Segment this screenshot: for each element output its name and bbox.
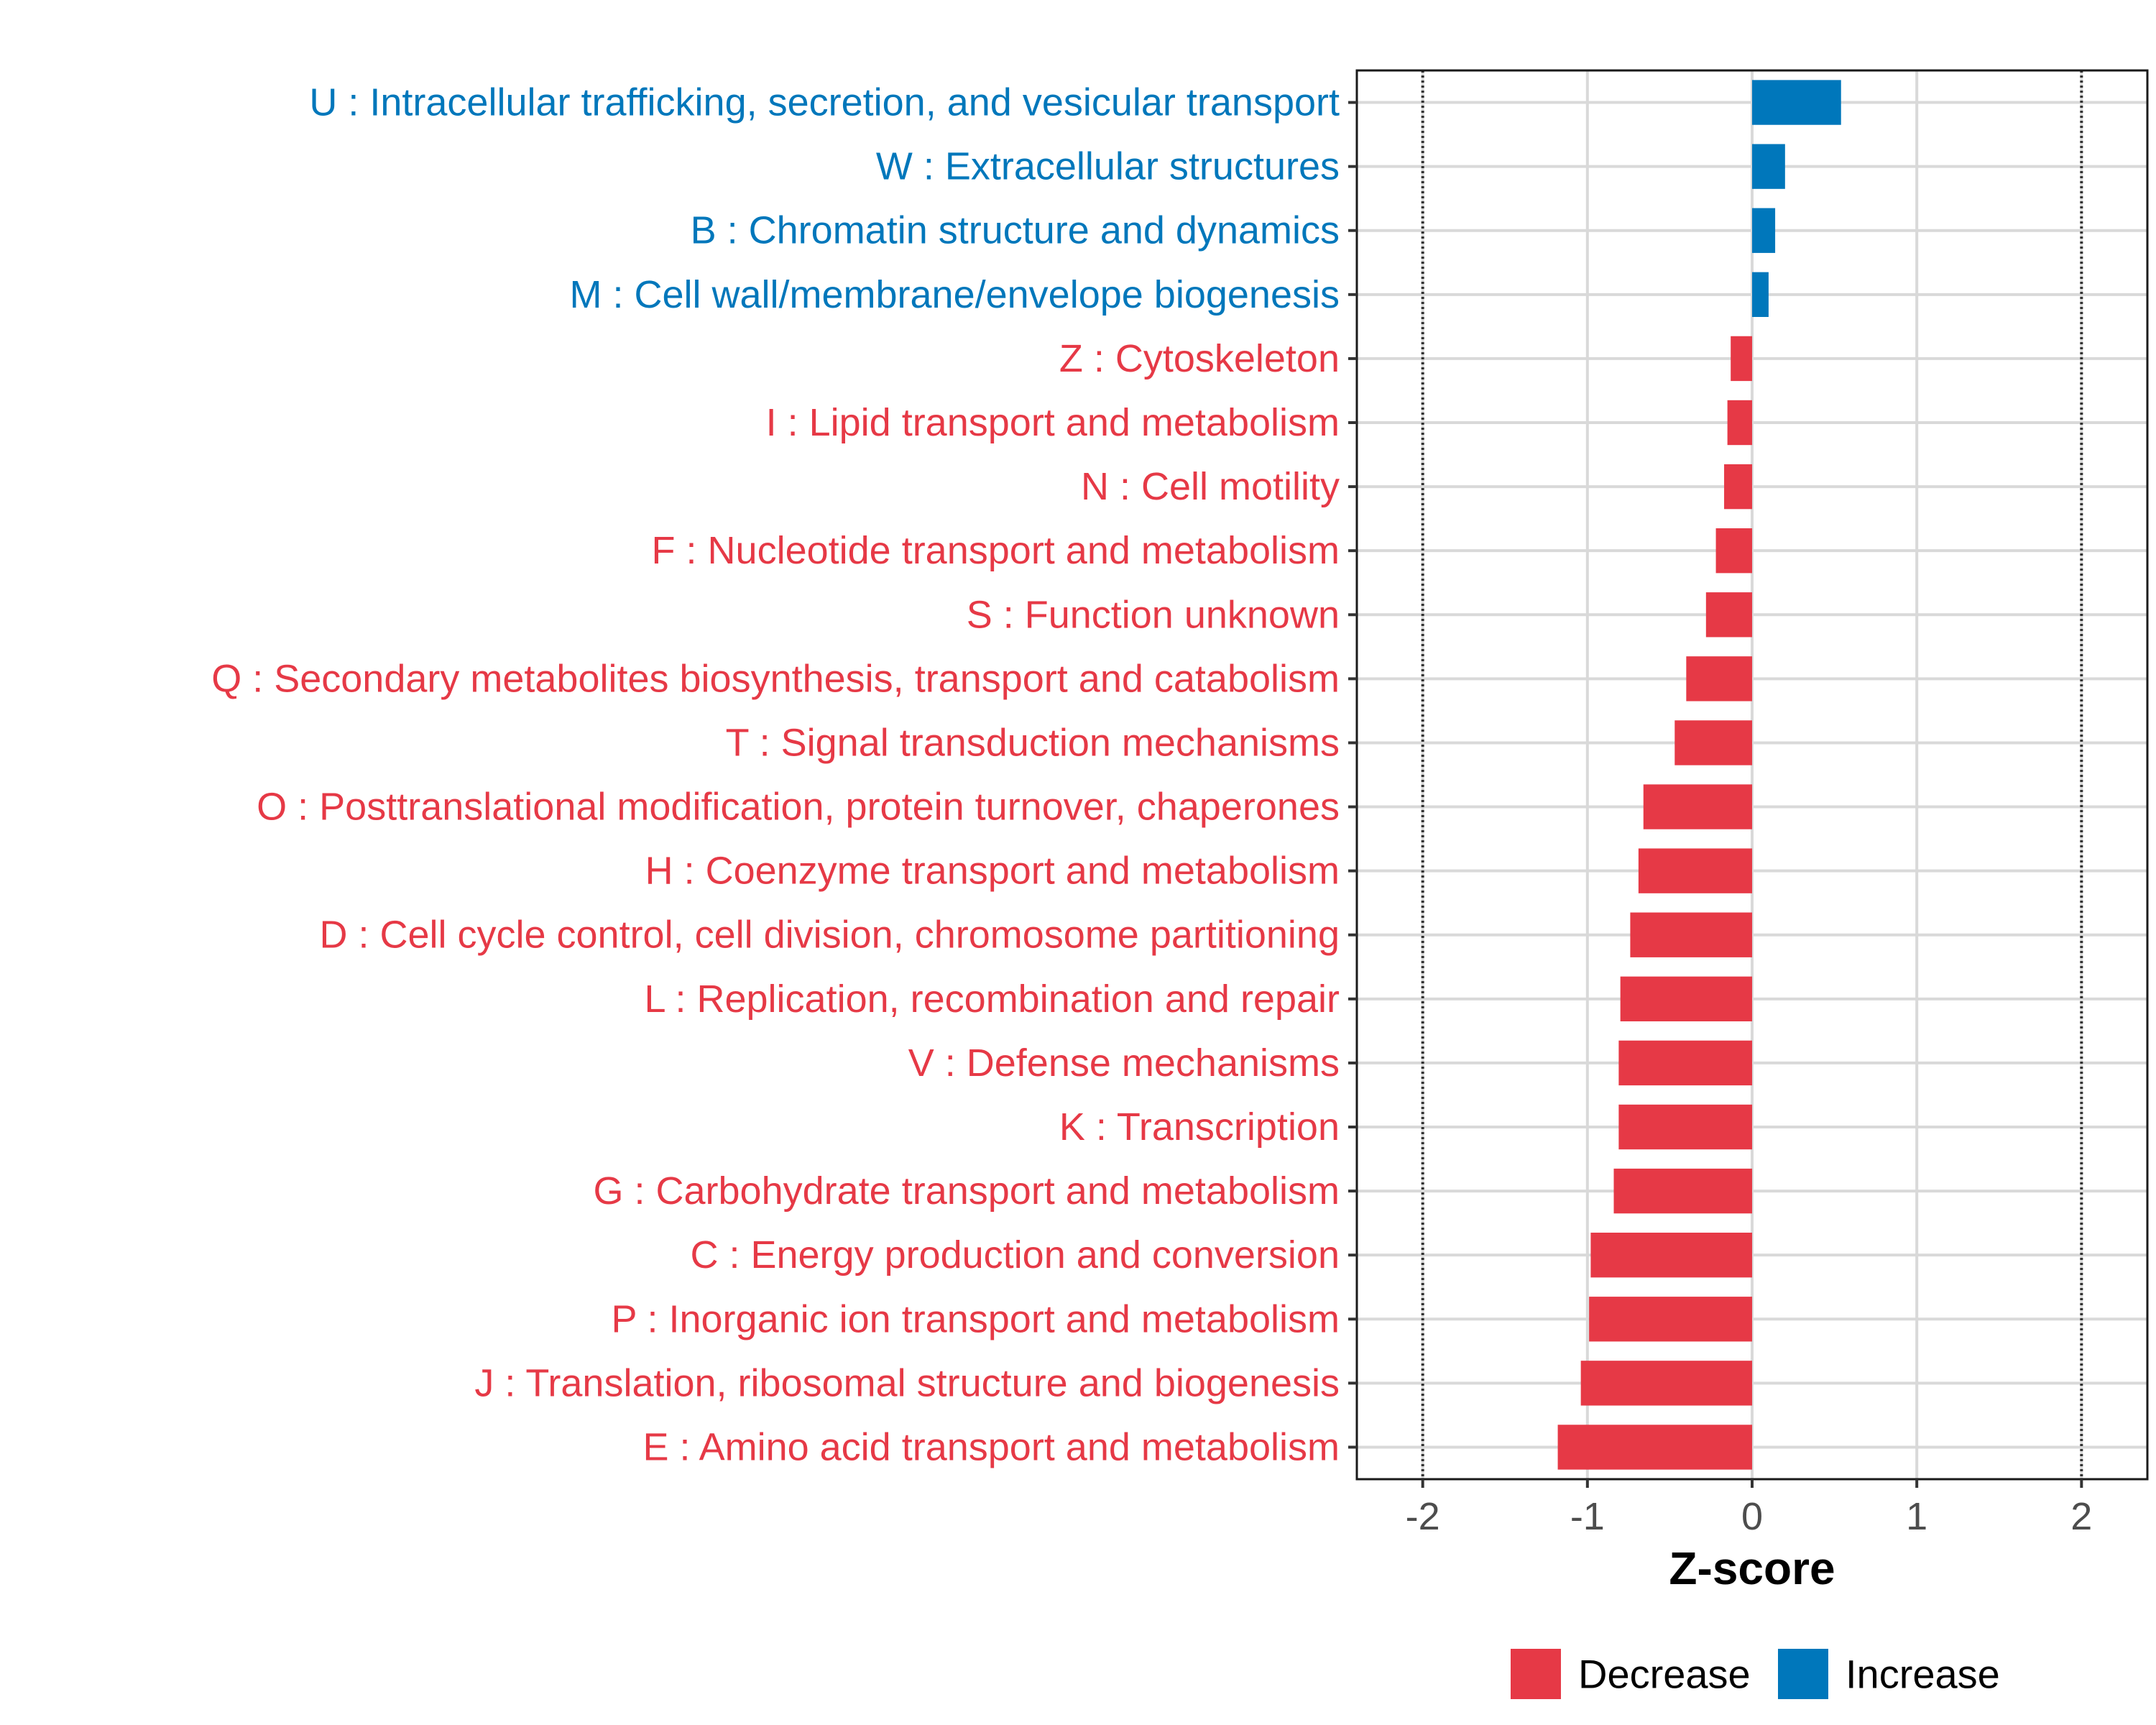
x-axis-ticks: -2 -1 0 1 2	[1406, 1479, 2092, 1538]
bar-decrease	[1613, 1168, 1752, 1214]
bar-decrease	[1589, 1297, 1752, 1342]
bar-decrease	[1557, 1425, 1752, 1470]
category-label: M : Cell wall/membrane/envelope biogenes…	[569, 273, 1340, 316]
category-label: P : Inorganic ion transport and metaboli…	[611, 1297, 1340, 1340]
bar-decrease	[1724, 464, 1752, 510]
category-label: L : Replication, recombination and repai…	[644, 978, 1340, 1021]
x-tick-label: -1	[1570, 1495, 1605, 1538]
x-axis-title: Z-score	[1669, 1542, 1835, 1594]
category-label: I : Lipid transport and metabolism	[766, 401, 1340, 444]
legend-swatch-decrease	[1511, 1649, 1561, 1699]
x-tick-label: 0	[1741, 1495, 1763, 1538]
category-label: S : Function unknown	[967, 593, 1340, 636]
legend-label-decrease: Decrease	[1578, 1652, 1751, 1697]
category-label: O : Posttranslational modification, prot…	[257, 786, 1340, 829]
category-label: Z : Cytoskeleton	[1059, 337, 1340, 380]
bar-decrease	[1638, 848, 1752, 893]
category-label: D : Cell cycle control, cell division, c…	[319, 914, 1340, 957]
category-label: V : Defense mechanisms	[908, 1041, 1340, 1085]
bar-decrease	[1618, 1104, 1752, 1150]
bar-decrease	[1731, 336, 1752, 382]
reference-lines	[1421, 70, 2083, 1479]
bar-decrease	[1674, 720, 1752, 765]
x-tick-label: 2	[2070, 1495, 2092, 1538]
y-axis-ticks	[1348, 101, 1357, 1449]
legend-label-increase: Increase	[1846, 1652, 2000, 1697]
bar-increase	[1752, 80, 1841, 125]
category-label: K : Transcription	[1059, 1105, 1340, 1149]
category-label: F : Nucleotide transport and metabolism	[652, 529, 1340, 572]
legend-swatch-increase	[1778, 1649, 1828, 1699]
category-label: W : Extracellular structures	[876, 145, 1340, 188]
bar-decrease	[1643, 784, 1752, 829]
bar-decrease	[1630, 912, 1752, 957]
bar-decrease	[1590, 1233, 1752, 1278]
category-label: E : Amino acid transport and metabolism	[643, 1425, 1340, 1468]
category-label: Q : Secondary metabolites biosynthesis, …	[211, 657, 1340, 700]
x-tick-label: -2	[1406, 1495, 1440, 1538]
bars	[1557, 80, 1841, 1470]
bar-decrease	[1715, 528, 1752, 574]
bar-increase	[1752, 144, 1785, 189]
legend: Decrease Increase	[1511, 1649, 2000, 1699]
bar-decrease	[1686, 656, 1752, 702]
category-label: C : Energy production and conversion	[690, 1233, 1340, 1276]
category-label: T : Signal transduction mechanisms	[726, 721, 1340, 764]
bar-decrease	[1580, 1361, 1752, 1406]
category-label: H : Coenzyme transport and metabolism	[645, 850, 1340, 893]
bar-decrease	[1705, 592, 1752, 638]
bar-decrease	[1727, 400, 1752, 446]
category-label: B : Chromatin structure and dynamics	[691, 209, 1340, 252]
bar-decrease	[1618, 1040, 1752, 1086]
bar-increase	[1752, 208, 1776, 253]
category-label: J : Translation, ribosomal structure and…	[474, 1361, 1340, 1404]
category-label: U : Intracellular trafficking, secretion…	[309, 81, 1340, 124]
category-label: N : Cell motility	[1081, 465, 1340, 508]
bar-decrease	[1620, 976, 1752, 1021]
bar-increase	[1752, 272, 1769, 317]
category-label: G : Carbohydrate transport and metabolis…	[594, 1169, 1340, 1213]
x-tick-label: 1	[1906, 1495, 1927, 1538]
y-axis-labels: U : Intracellular trafficking, secretion…	[211, 81, 1340, 1469]
